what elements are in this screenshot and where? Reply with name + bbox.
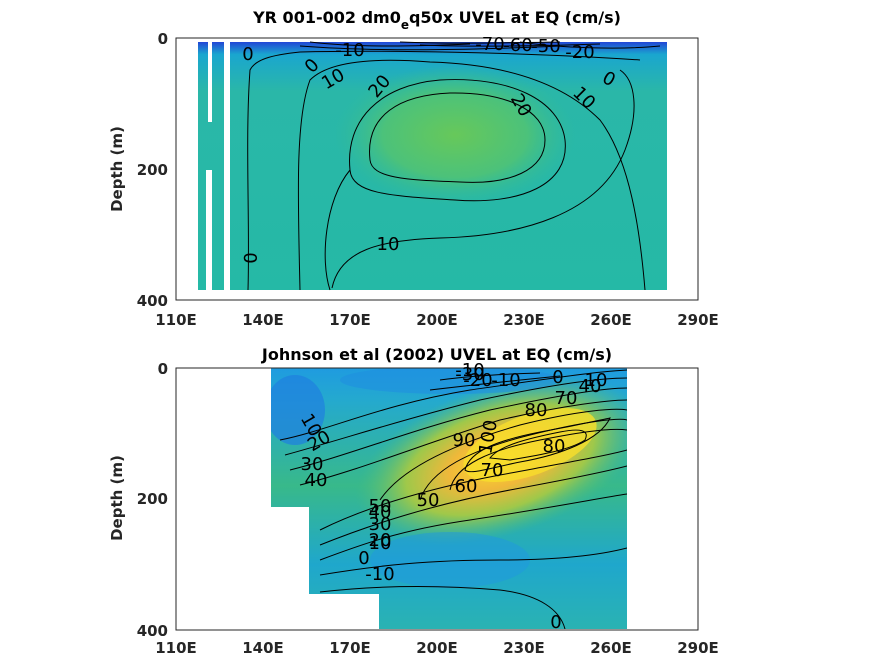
x-tick-label: 230E bbox=[503, 311, 545, 329]
contour-label: -70 bbox=[475, 34, 504, 55]
x-tick-label: 110E bbox=[155, 639, 197, 656]
x-tick-label: 110E bbox=[155, 311, 197, 329]
contour-label: 0 bbox=[242, 44, 253, 65]
contour-label: 70 bbox=[555, 388, 578, 409]
contour-label: 80 bbox=[543, 436, 566, 457]
panel-1-xticks: 110E 140E 170E 200E 230E 260E 290E bbox=[155, 311, 719, 329]
contour-label: 70 bbox=[481, 460, 504, 481]
panel-1-field bbox=[192, 41, 698, 300]
x-tick-label: 170E bbox=[329, 639, 371, 656]
contour-label: 30 bbox=[369, 514, 392, 535]
contour-label: 0 bbox=[239, 252, 260, 263]
contour-label: 60 bbox=[455, 476, 478, 497]
panel-2-yticks: 0 200 400 bbox=[137, 360, 168, 640]
contour-label: -30 bbox=[455, 364, 484, 385]
x-tick-label: 170E bbox=[329, 311, 371, 329]
x-tick-label: 200E bbox=[416, 311, 458, 329]
contour-label: 0 bbox=[552, 367, 563, 388]
contour-label: 0 bbox=[550, 612, 561, 633]
y-tick-label: 200 bbox=[137, 161, 168, 179]
contour-label: -10 bbox=[455, 360, 484, 381]
contour-label: 10 bbox=[585, 370, 608, 391]
contour-label: -10 bbox=[335, 40, 364, 61]
y-tick-label: 0 bbox=[158, 360, 168, 378]
panel-1-ylabel: Depth (m) bbox=[108, 126, 126, 212]
y-tick-label: 0 bbox=[158, 30, 168, 48]
panel-2-title: Johnson et al (2002) UVEL at EQ (cm/s) bbox=[261, 345, 612, 364]
contour-label: 0 bbox=[358, 548, 369, 569]
panel-2-xticks: 110E 140E 170E 200E 230E 260E 290E bbox=[155, 639, 719, 656]
x-tick-label: 140E bbox=[242, 311, 284, 329]
y-tick-label: 400 bbox=[137, 622, 168, 640]
contour-label: -50 bbox=[531, 36, 560, 57]
panel-2: Johnson et al (2002) UVEL at EQ (cm/s) bbox=[108, 345, 719, 656]
y-tick-label: 200 bbox=[137, 490, 168, 508]
panel-1: YR 001-002 dm0eq50x UVEL at EQ (cm/s) -1… bbox=[108, 8, 719, 329]
x-tick-label: 230E bbox=[503, 639, 545, 656]
panel-1-axes bbox=[175, 37, 699, 301]
x-tick-label: 290E bbox=[677, 311, 719, 329]
x-tick-label: 200E bbox=[416, 639, 458, 656]
x-tick-label: 260E bbox=[590, 639, 632, 656]
contour-label: 20 bbox=[369, 530, 392, 551]
panel-2-field bbox=[271, 368, 627, 629]
panel-1-title: YR 001-002 dm0eq50x UVEL at EQ (cm/s) bbox=[252, 8, 621, 32]
panel-2-axes bbox=[175, 367, 699, 631]
panel-2-ylabel: Depth (m) bbox=[108, 455, 126, 541]
contour-label: 10 bbox=[369, 533, 392, 554]
contour-label: -20 bbox=[565, 42, 594, 63]
x-tick-label: 260E bbox=[590, 311, 632, 329]
contour-label: 10 bbox=[377, 234, 400, 255]
x-tick-label: 290E bbox=[677, 639, 719, 656]
contour-label: -20 bbox=[463, 370, 492, 391]
contour-label: 40 bbox=[369, 502, 392, 523]
contour-label: 40 bbox=[305, 470, 328, 491]
y-tick-label: 400 bbox=[137, 292, 168, 310]
contour-label: 50 bbox=[417, 490, 440, 511]
contour-label: 40 bbox=[579, 376, 602, 397]
contour-label: 80 bbox=[525, 400, 548, 421]
contour-label: -10 bbox=[491, 370, 520, 391]
contour-label: 50 bbox=[369, 496, 392, 517]
contour-label: 90 bbox=[453, 430, 476, 451]
x-tick-label: 140E bbox=[242, 639, 284, 656]
contour-label: 30 bbox=[301, 454, 324, 475]
contour-label: -60 bbox=[503, 35, 532, 56]
contour-label: -10 bbox=[365, 564, 394, 585]
panel-2-contour-labels: -30 -20 -10 0 10 10 20 30 40 50 60 70 80… bbox=[296, 360, 608, 633]
panel-1-yticks: 0 200 400 bbox=[137, 30, 168, 310]
